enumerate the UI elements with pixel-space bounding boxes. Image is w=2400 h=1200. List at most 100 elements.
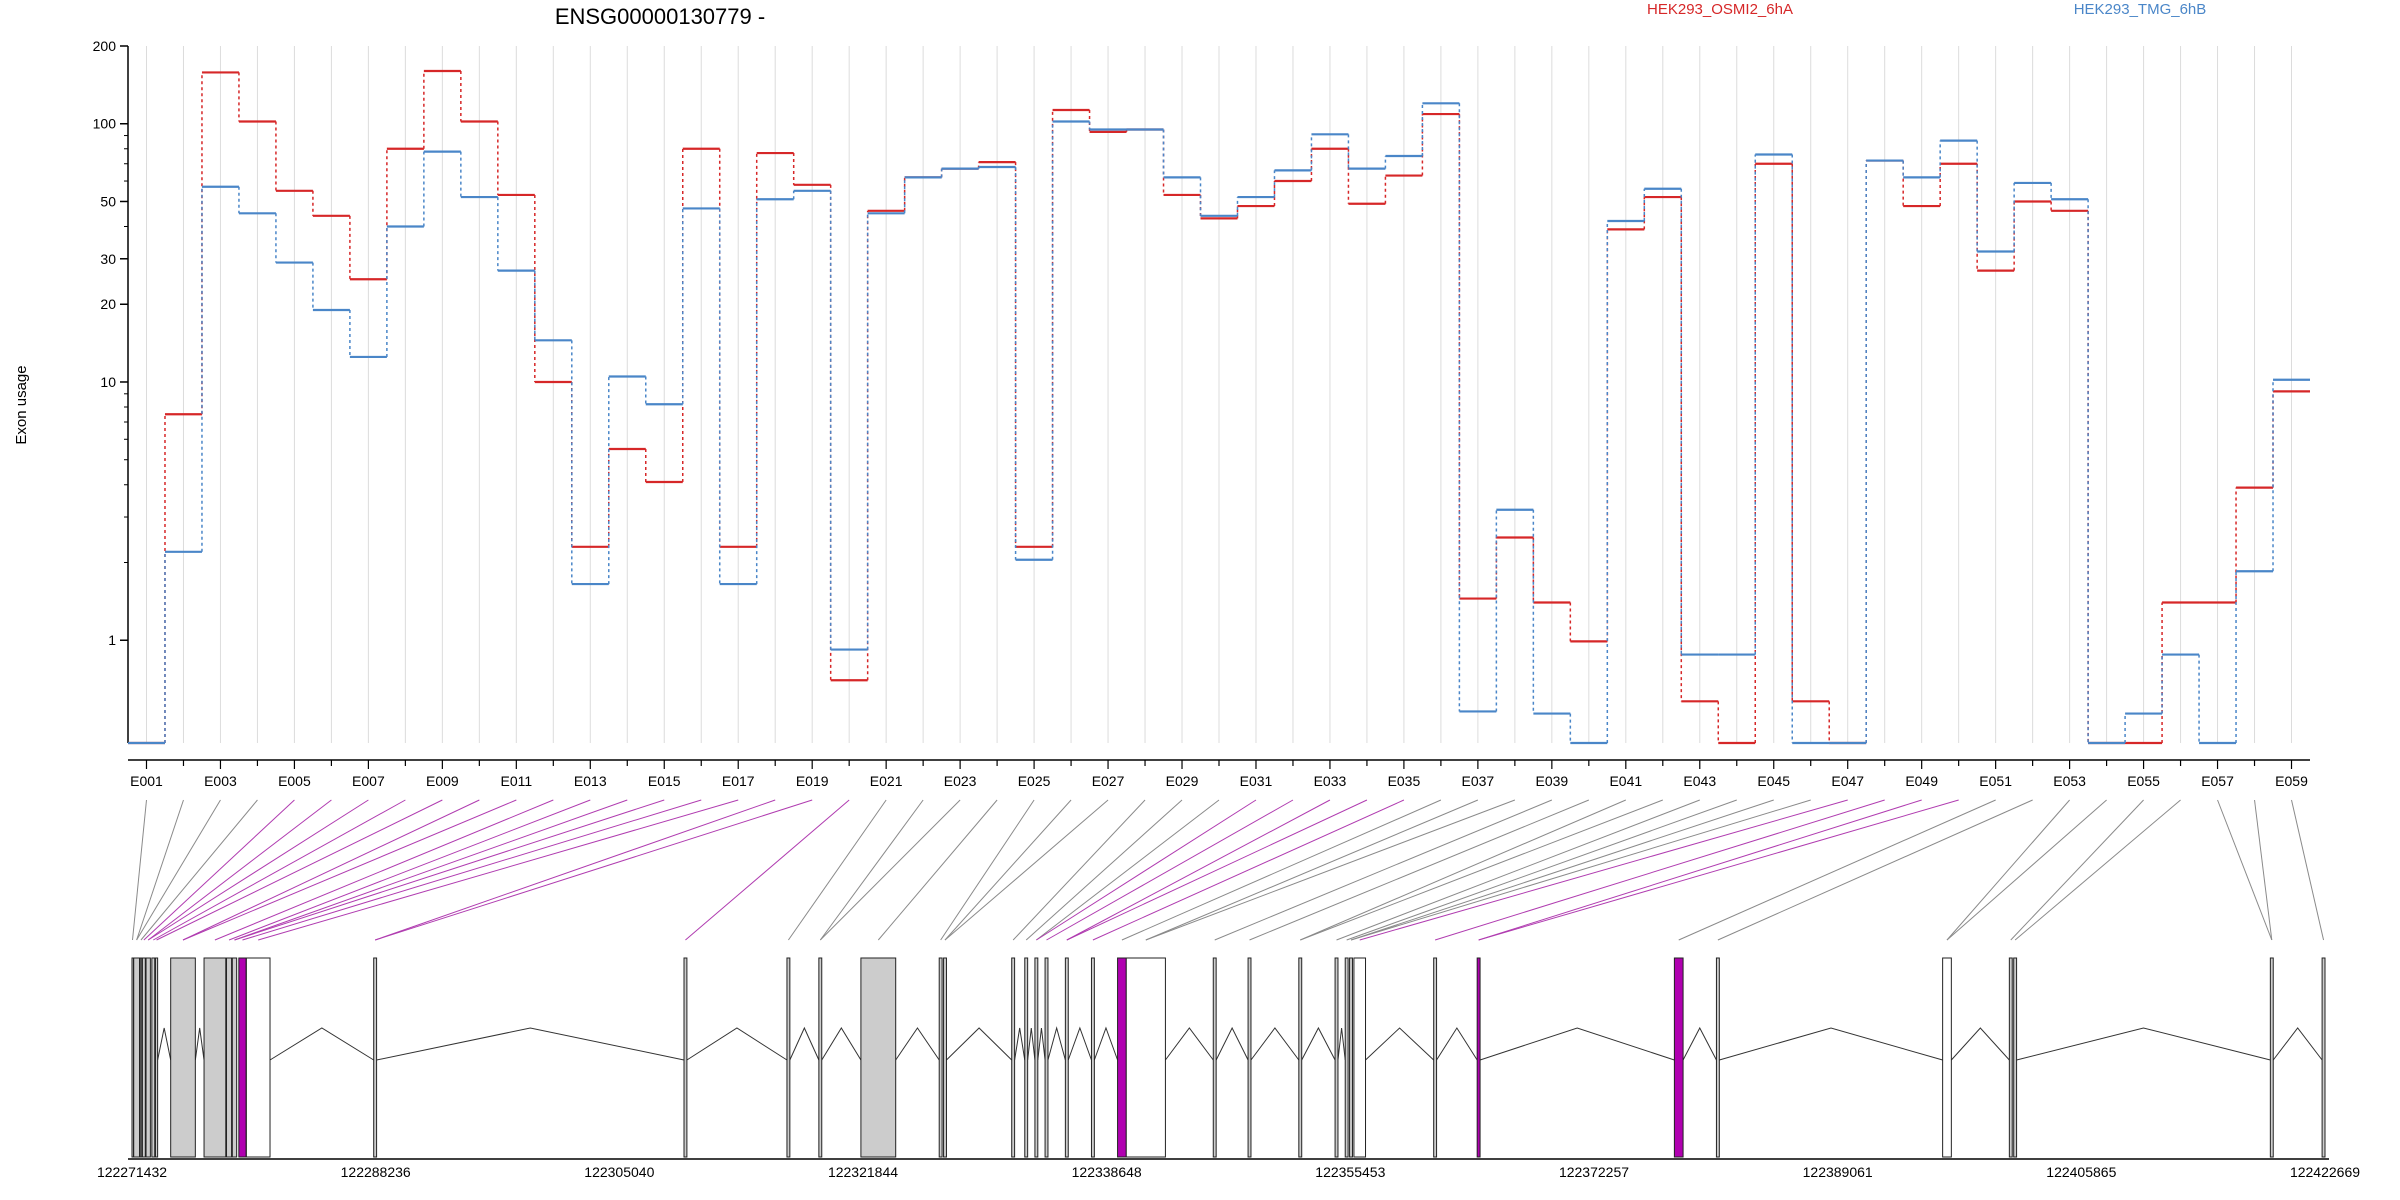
intron <box>1479 1027 1675 1061</box>
intron <box>1165 1027 1214 1061</box>
y-tick-label: 50 <box>100 193 116 209</box>
x-axis: E001 E003 E005 E007 E009 E011 E013 E015 E017 E019… <box>128 759 2310 789</box>
intron <box>1067 1026 1092 1061</box>
vertical-grid <box>145 46 2293 743</box>
intron <box>1047 1026 1066 1061</box>
exon-block <box>231 957 238 1158</box>
intron <box>1093 1026 1119 1061</box>
exon-block <box>1044 957 1049 1158</box>
series-lines <box>128 69 2310 745</box>
exon-connector-lines <box>131 799 2325 941</box>
x-tick-label: E013 <box>574 773 607 789</box>
exon-connector <box>1214 799 1553 941</box>
exon-connector <box>1012 799 1146 941</box>
exon-block <box>141 957 146 1158</box>
x-tick-label: E021 <box>870 773 903 789</box>
genomic-coordinate-label: 122288236 <box>341 1164 411 1180</box>
exon-connector <box>140 799 258 941</box>
exon-connector <box>1478 799 1922 941</box>
exon-block <box>1090 957 1095 1158</box>
exon-block <box>226 957 233 1158</box>
exon-block <box>2269 957 2274 1158</box>
intron <box>157 1027 172 1061</box>
exon-block <box>1715 957 1720 1158</box>
x-tick-label: E041 <box>1609 773 1642 789</box>
x-tick-label: E033 <box>1314 773 1347 789</box>
x-tick-label: E017 <box>722 773 755 789</box>
intron <box>1250 1027 1300 1061</box>
exon-block <box>1024 957 1029 1158</box>
gene-model <box>128 957 2329 1160</box>
exon-connector <box>1066 799 1368 941</box>
exon-connector <box>944 799 1072 941</box>
exon-block <box>1353 957 1367 1158</box>
exon-block <box>2008 957 2013 1158</box>
exon-block <box>1212 957 1217 1158</box>
legend-entry-series-b: HEK293_TMG_6hB <box>2074 1 2207 18</box>
x-tick-label: E043 <box>1683 773 1716 789</box>
intron <box>1215 1026 1249 1061</box>
series-b <box>128 102 2310 745</box>
exon-connector <box>374 799 776 941</box>
exon-connector <box>1946 799 2070 941</box>
exon-block <box>1247 957 1252 1158</box>
exon-block <box>170 957 196 1158</box>
exon-block <box>860 957 897 1158</box>
exon-connector <box>1121 799 1442 941</box>
x-tick-label: E051 <box>1979 773 2012 789</box>
exon-connector <box>819 799 961 941</box>
exon-connector <box>153 799 406 941</box>
y-axis: 1 10 20 30 50 100 200 <box>93 38 129 743</box>
exon-block <box>1476 957 1481 1158</box>
x-tick-label: E057 <box>2201 773 2234 789</box>
intron <box>686 1027 788 1061</box>
exon-connector <box>944 799 1109 941</box>
genomic-coordinate-label: 122422669 <box>2290 1164 2360 1180</box>
exon-block <box>1344 957 1349 1158</box>
exon-block <box>133 957 141 1158</box>
intron <box>1719 1027 1943 1061</box>
exon-connector <box>2217 799 2273 941</box>
intron <box>1027 1027 1036 1061</box>
exon-block <box>943 957 947 1158</box>
exon-connector <box>242 799 702 941</box>
x-tick-label: E045 <box>1757 773 1790 789</box>
legend-entry-series-a: HEK293_OSMI2_6hA <box>1647 1 1793 18</box>
intron <box>1037 1027 1046 1061</box>
exon-block <box>145 957 151 1158</box>
x-tick-label: E031 <box>1240 773 1273 789</box>
exon-block <box>2013 957 2018 1158</box>
exon-connector <box>1346 799 1737 941</box>
exon-connector <box>1350 799 1774 941</box>
x-tick-label: E009 <box>426 773 459 789</box>
exon-block <box>1298 957 1303 1158</box>
x-tick-label: E019 <box>796 773 829 789</box>
genomic-coordinate-axis: 122271432 122288236 122305040 122321844 1223… <box>97 1164 2360 1180</box>
exon-connector <box>1478 799 1959 941</box>
exon-block <box>1117 957 1127 1158</box>
exon-connector <box>182 799 480 941</box>
x-tick-label: E053 <box>2053 773 2086 789</box>
chart-title: ENSG00000130779 - <box>555 4 765 29</box>
genomic-coordinate-label: 122355453 <box>1315 1164 1385 1180</box>
exon-block <box>1064 957 1069 1158</box>
x-tick-label: E059 <box>2275 773 2308 789</box>
exon-connector <box>131 799 147 941</box>
intron <box>2272 1027 2323 1061</box>
x-tick-label: E007 <box>352 773 385 789</box>
exon-connector <box>1350 799 1811 941</box>
exon-block <box>1349 957 1353 1158</box>
y-tick-label: 1 <box>108 632 116 648</box>
x-tick-label: E023 <box>944 773 977 789</box>
exon-connector <box>156 799 443 941</box>
exon-connector <box>1025 799 1183 941</box>
exon-block <box>1433 957 1438 1158</box>
genomic-coordinate-label: 122271432 <box>97 1164 167 1180</box>
exon-block <box>245 957 271 1158</box>
x-tick-label: E003 <box>204 773 237 789</box>
exon-connector <box>2010 799 2144 941</box>
y-tick-label: 30 <box>100 251 116 267</box>
exon-connector <box>136 799 184 941</box>
exon-connector <box>877 799 998 941</box>
